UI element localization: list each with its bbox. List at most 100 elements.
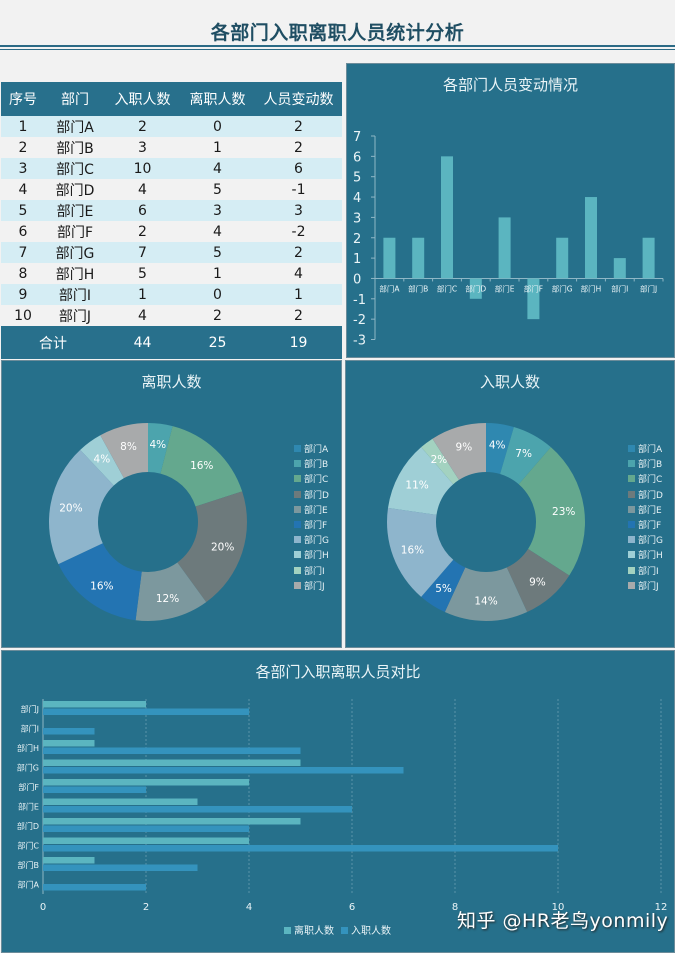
- slice-label: 16%: [190, 460, 213, 472]
- watermark: 知乎 @HR老鸟yonmily: [457, 910, 669, 932]
- cell-hires: 4: [105, 305, 180, 326]
- legend-swatch: [294, 475, 301, 483]
- cell-change: 1: [255, 284, 342, 305]
- cell-department: 部门I: [45, 284, 105, 305]
- legend-item: 部门C: [628, 471, 663, 486]
- x-tick-label: 部门I: [611, 283, 628, 293]
- cell-index: 10: [1, 305, 45, 326]
- legend-swatch: [628, 475, 635, 483]
- departures-legend: 部门A 部门B 部门C 部门D 部门E 部门F 部门G 部门H 部门I 部门J: [294, 441, 329, 593]
- bar-hires: [43, 825, 249, 832]
- y-tick-label: 部门E: [18, 801, 39, 811]
- cell-index: 3: [1, 158, 45, 179]
- legend-item: 部门J: [628, 578, 663, 593]
- x-tick-label: 2: [143, 902, 149, 913]
- legend-label: 部门A: [638, 445, 663, 456]
- y-tick-label: 5: [353, 171, 361, 186]
- legend-item: 部门D: [628, 487, 663, 502]
- y-tick-label: -3: [353, 334, 366, 349]
- cell-departures: 1: [180, 263, 255, 284]
- slice-label: 20%: [59, 502, 82, 514]
- legend-label: 部门D: [638, 490, 663, 501]
- cell-hires: 4: [105, 179, 180, 200]
- change-column-chart-panel: 各部门人员变动情况 7 6 5 4 3 2 1 0 -1 -2 -3 部门A 部门B 部门C 部门D 部门E 部…: [346, 63, 675, 358]
- cell-department: 部门D: [45, 179, 105, 200]
- legend-item: 部门E: [628, 502, 663, 517]
- x-tick-label: 部门C: [437, 283, 457, 293]
- y-tick-label: 2: [353, 232, 361, 247]
- legend-swatch: [294, 521, 301, 529]
- donut-slice: [135, 562, 207, 621]
- total-change: 19: [255, 326, 342, 359]
- donut-slice: [421, 438, 459, 485]
- bar-hires: [43, 786, 146, 793]
- legend-label: 部门F: [638, 521, 662, 532]
- title-divider: [0, 45, 675, 47]
- department-stats-table: 序号 部门 入职人数 离职人数 人员变动数 1 部门A 2 0 2 2 部门B 3 1 2 3 部门C…: [1, 82, 342, 359]
- legend-item: 部门C: [294, 471, 329, 486]
- legend-label: 部门D: [304, 490, 329, 501]
- legend-item: 部门G: [628, 532, 663, 547]
- slice-label: 12%: [156, 593, 179, 605]
- column-bar: [441, 156, 453, 279]
- slice-label: 4%: [489, 439, 506, 451]
- title-divider-thin: [0, 49, 675, 50]
- column-bar: [469, 278, 482, 299]
- donut-slice: [506, 549, 570, 613]
- x-tick-label: 部门E: [495, 283, 515, 293]
- bar-hires: [43, 728, 95, 735]
- cell-departures: 2: [180, 305, 255, 326]
- x-tick-label: 0: [40, 902, 46, 913]
- y-tick-label: -2: [353, 313, 366, 328]
- bar-hires: [43, 708, 249, 715]
- cell-department: 部门H: [45, 263, 105, 284]
- cell-department: 部门J: [45, 305, 105, 326]
- y-tick-label: 部门B: [18, 860, 40, 870]
- donut-slice: [148, 423, 173, 474]
- legend-item: 部门I: [628, 563, 663, 578]
- donut-slice: [486, 423, 514, 475]
- table-row: 2 部门B 3 1 2: [1, 137, 342, 158]
- x-tick-label: 4: [246, 902, 252, 913]
- cell-index: 1: [1, 116, 45, 137]
- legend-swatch: [628, 505, 635, 513]
- legend-label: 部门F: [304, 521, 328, 532]
- legend-swatch: [628, 551, 635, 559]
- bar-departures: [43, 740, 95, 747]
- page-title: 各部门入职离职人员统计分析: [210, 22, 465, 44]
- hires-chart-title: 入职人数: [479, 373, 540, 391]
- donut-slice: [80, 435, 124, 486]
- cell-hires: 3: [105, 137, 180, 158]
- slice-label: 23%: [552, 506, 575, 518]
- legend-label: 入职人数: [351, 924, 391, 937]
- table-row: 9 部门I 1 0 1: [1, 284, 342, 305]
- cell-department: 部门F: [45, 221, 105, 242]
- legend-label: 部门B: [304, 460, 329, 471]
- column-bar: [412, 237, 425, 279]
- comparison-bar-chart: 0 2 4 6 8 10 12 部门J 部门I 部门H 部门G 部门F 部门E 部门D 部门C 部门B 部门A 离…: [17, 699, 667, 937]
- bar-departures: [43, 701, 146, 708]
- column-bar: [585, 197, 597, 279]
- legend-label: 部门A: [304, 445, 329, 456]
- column-bar: [498, 217, 511, 279]
- legend-swatch: [294, 551, 301, 559]
- legend-swatch: [294, 536, 301, 544]
- table-row: 5 部门E 6 3 3: [1, 200, 342, 221]
- bar-hires: [43, 806, 352, 813]
- legend-label: 部门H: [304, 551, 329, 562]
- bar-hires: [43, 747, 301, 754]
- legend-swatch: [628, 490, 635, 498]
- slice-label: 9%: [529, 576, 546, 588]
- slice-label: 5%: [435, 583, 452, 595]
- column-bar: [527, 278, 540, 320]
- slice-label: 16%: [401, 544, 424, 556]
- legend-swatch: [294, 460, 301, 468]
- table-row: 4 部门D 4 5 -1: [1, 179, 342, 200]
- x-tick-label: 部门B: [408, 283, 428, 293]
- legend-item: 部门F: [628, 517, 663, 532]
- cell-hires: 2: [105, 221, 180, 242]
- col-header-departures: 离职人数: [180, 82, 255, 116]
- cell-hires: 10: [105, 158, 180, 179]
- slice-label: 7%: [515, 448, 532, 460]
- cell-hires: 6: [105, 200, 180, 221]
